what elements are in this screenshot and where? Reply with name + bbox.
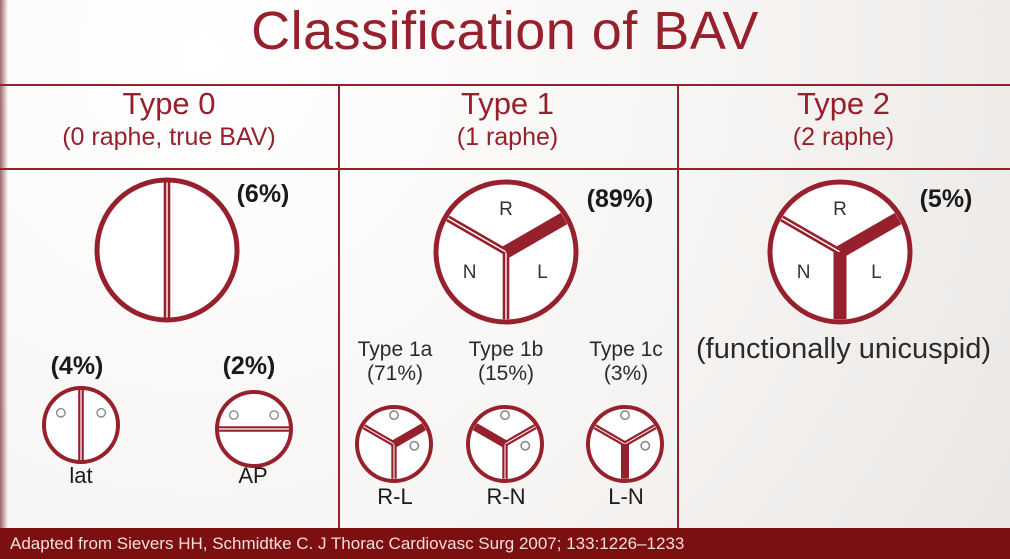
svg-text:R: R (833, 199, 847, 220)
svg-text:N: N (797, 262, 811, 283)
svg-text:L: L (871, 262, 882, 283)
svg-text:R: R (499, 199, 513, 220)
svg-text:L: L (537, 262, 548, 283)
svg-text:N: N (463, 262, 477, 283)
